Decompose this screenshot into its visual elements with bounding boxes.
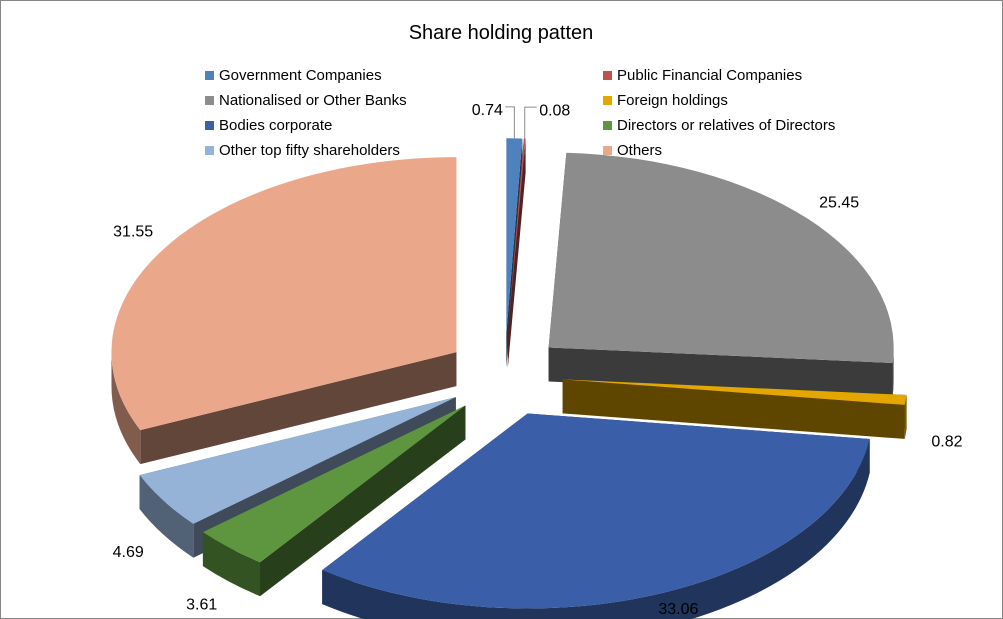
slice-side-nationalised-or-other-banks bbox=[892, 347, 894, 398]
data-label-other-top-fifty-shareholders: 4.69 bbox=[113, 544, 144, 561]
slice-government-companies bbox=[506, 138, 523, 334]
legend-label-public-financial-companies: Public Financial Companies bbox=[617, 67, 802, 84]
legend-swatch-government-companies bbox=[205, 71, 214, 80]
slice-wall-foreign-holdings-end bbox=[562, 379, 905, 439]
legend-swatch-foreign-holdings bbox=[603, 96, 612, 105]
slice-foreign-holdings bbox=[562, 379, 907, 405]
legend-label-directors-or-relatives-of-directors: Directors or relatives of Directors bbox=[617, 117, 835, 134]
legend-label-government-companies: Government Companies bbox=[219, 67, 382, 84]
slice-side-other-top-fifty-shareholders bbox=[139, 475, 194, 558]
legend-swatch-others bbox=[603, 146, 612, 155]
data-labels: 0.74 0.08 25.45 0.82 33.06 3.61 4.69 31.55 bbox=[113, 102, 963, 618]
legend-label-nationalised-or-other-banks: Nationalised or Other Banks bbox=[219, 92, 407, 109]
leader-line-public-financial-companies bbox=[524, 106, 537, 139]
data-label-public-financial-companies: 0.08 bbox=[539, 102, 570, 119]
data-label-foreign-holdings: 0.82 bbox=[931, 434, 962, 451]
slice-other-top-fifty-shareholders bbox=[139, 397, 456, 524]
slice-side-directors-or-relatives-of-directors bbox=[202, 532, 261, 597]
slice-public-financial-companies bbox=[507, 138, 526, 334]
slice-wall-others-start bbox=[140, 352, 457, 465]
legend-swatch-bodies-corporate bbox=[205, 121, 214, 130]
legend-label-others: Others bbox=[617, 142, 662, 159]
slice-directors-or-relatives-of-directors bbox=[202, 405, 466, 563]
chart-title: Share holding patten bbox=[409, 22, 594, 44]
slice-nationalised-or-other-banks bbox=[548, 152, 894, 364]
leader-line-government-companies bbox=[505, 106, 515, 139]
legend: Government Companies Public Financial Com… bbox=[205, 67, 835, 159]
legend-label-other-top-fifty-shareholders: Other top fifty shareholders bbox=[219, 142, 400, 159]
slice-side-foreign-holdings bbox=[904, 394, 907, 439]
legend-label-foreign-holdings: Foreign holdings bbox=[617, 92, 728, 109]
data-label-government-companies: 0.74 bbox=[472, 102, 503, 119]
slice-tops bbox=[111, 138, 907, 609]
data-label-directors-or-relatives-of-directors: 3.61 bbox=[186, 596, 217, 613]
slice-bodies-corporate bbox=[322, 413, 870, 609]
legend-label-bodies-corporate: Bodies corporate bbox=[219, 117, 332, 134]
legend-swatch-nationalised-or-other-banks bbox=[205, 96, 214, 105]
slice-side-others bbox=[111, 352, 141, 465]
data-label-nationalised-or-other-banks: 25.45 bbox=[819, 195, 859, 212]
slice-wall-public-financial-companies-end bbox=[507, 138, 526, 368]
legend-swatch-public-financial-companies bbox=[603, 71, 612, 80]
slice-others bbox=[111, 157, 457, 431]
data-label-others: 31.55 bbox=[113, 224, 153, 241]
leader-lines bbox=[505, 106, 537, 139]
legend-swatch-directors-or-relatives-of-directors bbox=[603, 121, 612, 130]
data-label-bodies-corporate: 33.06 bbox=[658, 601, 698, 618]
legend-swatch-other-top-fifty-shareholders bbox=[205, 146, 214, 155]
slice-side-bodies-corporate bbox=[322, 438, 870, 619]
